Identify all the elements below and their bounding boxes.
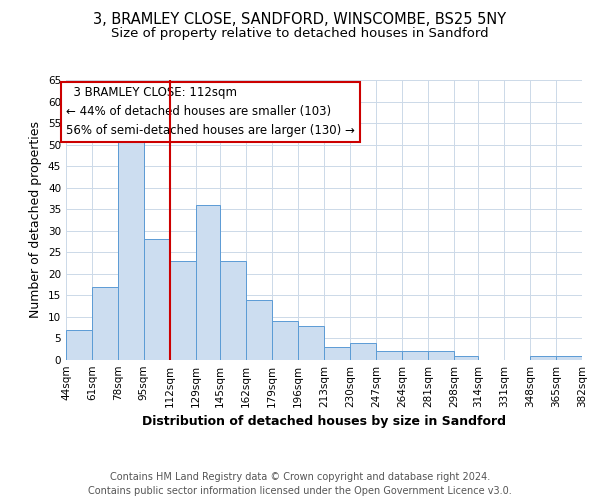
Bar [376,352,402,360]
Bar [324,347,350,360]
X-axis label: Distribution of detached houses by size in Sandford: Distribution of detached houses by size … [142,416,506,428]
Bar [556,356,582,360]
Bar [118,132,144,360]
Bar [170,261,196,360]
Text: Contains HM Land Registry data © Crown copyright and database right 2024.
Contai: Contains HM Land Registry data © Crown c… [88,472,512,496]
Text: 3 BRAMLEY CLOSE: 112sqm  
← 44% of detached houses are smaller (103)
56% of semi: 3 BRAMLEY CLOSE: 112sqm ← 44% of detache… [66,86,355,138]
Bar [92,287,118,360]
Bar [298,326,324,360]
Bar [428,352,454,360]
Bar [144,240,170,360]
Bar [530,356,556,360]
Bar [196,205,220,360]
Text: Size of property relative to detached houses in Sandford: Size of property relative to detached ho… [111,28,489,40]
Bar [402,352,428,360]
Bar [66,330,92,360]
Bar [272,321,298,360]
Bar [454,356,478,360]
Y-axis label: Number of detached properties: Number of detached properties [29,122,43,318]
Bar [246,300,272,360]
Bar [220,261,246,360]
Bar [350,343,376,360]
Text: 3, BRAMLEY CLOSE, SANDFORD, WINSCOMBE, BS25 5NY: 3, BRAMLEY CLOSE, SANDFORD, WINSCOMBE, B… [94,12,506,28]
